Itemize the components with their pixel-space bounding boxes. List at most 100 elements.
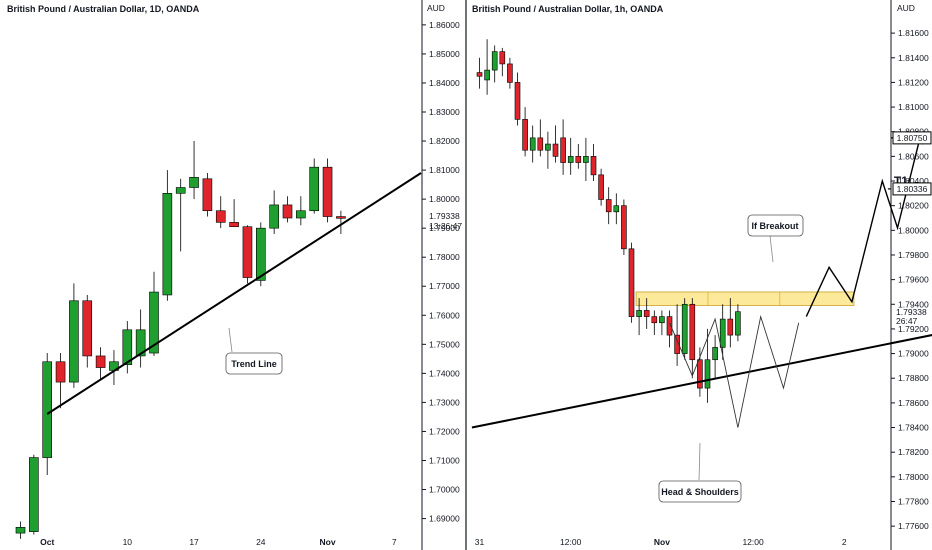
candle-down	[499, 51, 506, 65]
candle-up	[545, 143, 551, 151]
y-tick-label: 1.81200	[898, 77, 929, 87]
trend-line-callout-box	[225, 352, 283, 375]
trend-line	[46, 172, 422, 415]
y-tick-label: 1.80200	[898, 201, 929, 211]
y-tick-label: 1.77800	[898, 496, 929, 506]
y-tick-label: 1.77000	[429, 281, 460, 291]
candle-down	[666, 316, 673, 336]
y-tick-label: 1.82000	[429, 136, 460, 146]
projection-path	[805, 136, 921, 317]
candle-down	[621, 205, 627, 250]
left-countdown: 13:26:47	[429, 221, 462, 231]
breakout-callout-label: If Breakout	[751, 221, 798, 231]
x-tick-label: 31	[475, 537, 485, 547]
candle-down	[55, 361, 66, 383]
target-price-value: 1.80336	[897, 184, 928, 194]
candle-up	[719, 318, 726, 348]
trend-line-callout-label: Trend Line	[231, 359, 277, 369]
y-tick-label: 1.78600	[898, 398, 929, 408]
y-tick-label: 1.79800	[898, 250, 929, 260]
x-tick-label: Nov	[320, 537, 336, 547]
candle-up	[491, 51, 498, 71]
candle-up	[681, 303, 688, 354]
x-tick-label: 7	[392, 537, 397, 547]
candle-down	[605, 199, 612, 213]
head-shoulders-callout-box	[658, 480, 742, 503]
left-x-ticks: Oct 10 17 24 Nov 7	[40, 537, 397, 547]
candle-up	[42, 361, 53, 458]
y-tick-label: 1.79000	[429, 223, 460, 233]
x-tick-label: Oct	[40, 537, 54, 547]
y-tick-label: 1.70000	[429, 485, 460, 495]
candle-up	[636, 310, 642, 317]
targets: T11.80336T21.80750	[887, 123, 932, 196]
candle-down	[628, 248, 635, 317]
right-x-ticks: 31 12:00 Nov 12:00 2	[475, 537, 847, 547]
trend-line-callout-pointer	[228, 327, 233, 353]
candle-down	[514, 82, 521, 120]
candle-down	[552, 143, 559, 157]
y-tick-label: 1.74000	[429, 368, 460, 378]
y-tick-label: 1.80400	[898, 176, 929, 186]
candle-up	[15, 526, 26, 534]
candle-up	[175, 187, 186, 194]
candle-down	[674, 334, 680, 354]
head-shoulders-callout-label: Head & Shoulders	[661, 487, 739, 497]
y-tick-label: 1.72000	[429, 426, 460, 436]
right-chart: British Pound / Australian Dollar, 1h, O…	[471, 0, 932, 550]
candle-up	[69, 300, 79, 383]
right-candles	[476, 39, 741, 403]
candle-down	[727, 318, 734, 336]
x-tick-label: 17	[189, 537, 199, 547]
candle-down	[590, 156, 597, 176]
candle-down	[575, 156, 582, 163]
candle-down	[242, 226, 253, 278]
y-tick-label: 1.81600	[898, 28, 929, 38]
y-tick-label: 1.81400	[898, 53, 929, 63]
breakout-callout-pointer	[769, 235, 774, 263]
y-tick-label: 1.76000	[429, 310, 460, 320]
candle-up	[567, 156, 574, 163]
candle-up	[162, 193, 173, 296]
y-tick-label: 1.78800	[898, 373, 929, 383]
head-shoulders-pattern	[669, 314, 800, 428]
candle-up	[484, 69, 490, 81]
candle-up	[29, 457, 39, 532]
candle-down	[522, 119, 528, 151]
target-price-box	[892, 131, 932, 145]
x-tick-label: 12:00	[742, 537, 764, 547]
right-y-ticks: 1.816001.814001.812001.810001.808001.806…	[891, 28, 929, 531]
left-chart: British Pound / Australian Dollar, 1D, O…	[7, 0, 462, 550]
candle-down	[689, 303, 696, 361]
y-tick-label: 1.77600	[898, 521, 929, 531]
candle-down	[697, 359, 703, 389]
candle-up	[735, 311, 741, 336]
candle-down	[643, 310, 650, 317]
candle-up	[704, 359, 711, 389]
y-tick-label: 1.80000	[429, 194, 460, 204]
right-last-price: 1.79338	[896, 307, 927, 317]
y-tick-label: 1.78200	[898, 447, 929, 457]
candle-down	[507, 63, 513, 83]
candle-down	[95, 355, 106, 368]
target-price-value: 1.80750	[897, 133, 928, 143]
candle-up	[255, 227, 266, 281]
candle-up	[659, 316, 665, 324]
candle-up	[712, 347, 718, 361]
y-tick-label: 1.78000	[429, 252, 460, 262]
x-tick-label: 10	[123, 537, 133, 547]
y-tick-label: 1.80600	[898, 151, 929, 161]
candle-down	[476, 72, 483, 77]
y-tick-label: 1.79400	[898, 299, 929, 309]
head-shoulders-callout-pointer	[698, 442, 701, 481]
candle-up	[529, 137, 536, 151]
candle-up	[149, 291, 159, 354]
breakout-callout-box	[747, 214, 804, 237]
resistance-zone	[635, 291, 855, 306]
y-tick-label: 1.81000	[429, 165, 460, 175]
left-last-price: 1.79338	[429, 211, 460, 221]
left-chart-title: British Pound / Australian Dollar, 1D, O…	[7, 4, 200, 14]
y-tick-label: 1.79600	[898, 275, 929, 285]
candle-up	[309, 166, 320, 212]
candle-down	[598, 174, 604, 200]
